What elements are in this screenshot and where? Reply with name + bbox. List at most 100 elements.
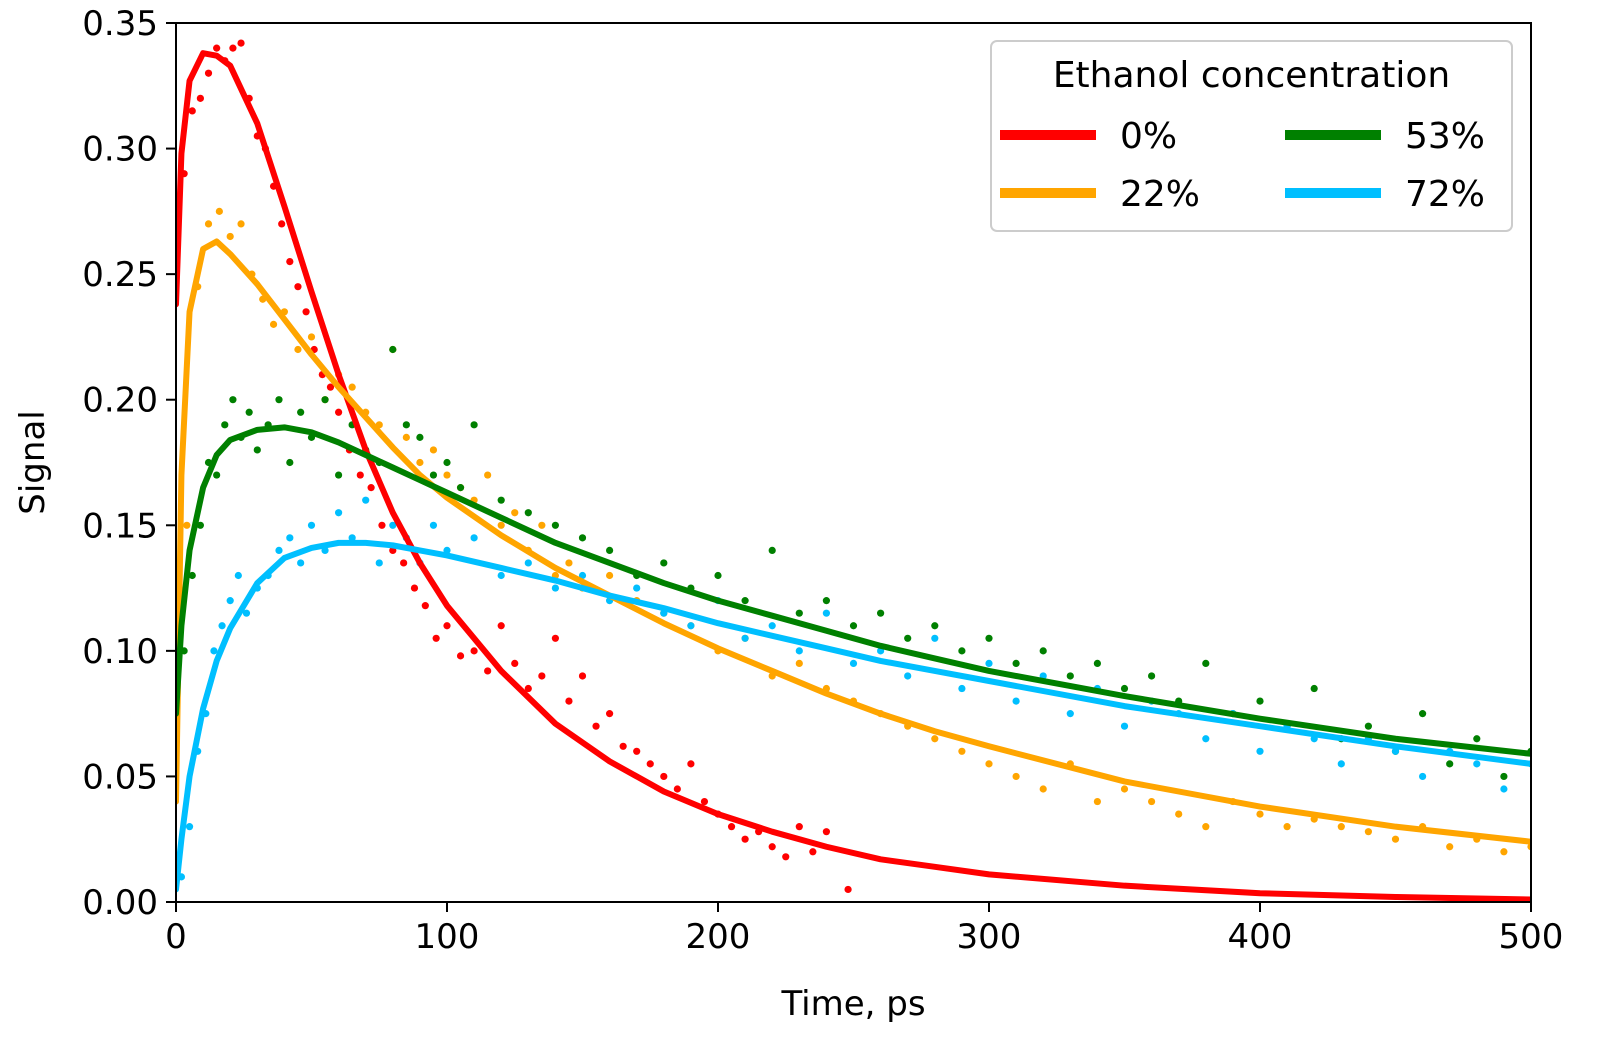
data-point [275, 396, 283, 404]
data-point [226, 597, 234, 605]
data-point [484, 471, 492, 479]
data-point [389, 521, 397, 529]
legend-entry: 53% [1285, 116, 1485, 157]
data-point [307, 333, 316, 341]
legend-entry: 0% [1000, 116, 1177, 157]
data-point [1202, 659, 1210, 668]
data-point [714, 571, 722, 580]
data-point [768, 622, 776, 630]
data-point [904, 672, 912, 680]
data-point [226, 232, 234, 241]
data-point [389, 345, 397, 354]
legend-entries: 0% 22% 53% 72% [1000, 116, 1485, 215]
x-tick-label: 200 [686, 917, 751, 957]
data-point [741, 835, 749, 843]
data-point [700, 797, 709, 806]
data-point [687, 760, 695, 768]
data-point [687, 622, 695, 630]
data-point [221, 421, 229, 429]
y-tick-label: 0.25 [82, 255, 158, 295]
x-axis-label: Time, ps [780, 984, 925, 1024]
data-point [646, 760, 654, 768]
data-point [606, 546, 614, 555]
axes-frame [175, 22, 1532, 903]
data-point [1202, 735, 1210, 743]
data-point [1337, 760, 1345, 768]
data-point [294, 283, 302, 291]
data-point [904, 634, 912, 642]
data-point [673, 785, 681, 793]
data-point [470, 647, 478, 655]
data-point [456, 484, 465, 492]
data-point [1120, 785, 1129, 793]
data-point [286, 458, 294, 467]
data-point [286, 257, 294, 266]
data-point [1093, 659, 1101, 668]
data-point [985, 634, 993, 642]
data-point [1012, 772, 1020, 781]
legend-title: Ethanol concentration [1053, 55, 1450, 96]
data-point [1500, 785, 1508, 793]
data-point [213, 44, 221, 52]
data-point [822, 828, 831, 836]
data-point [375, 559, 383, 567]
data-point [958, 684, 966, 693]
data-point [402, 421, 410, 429]
data-point [307, 521, 316, 529]
series-fit-line-1 [176, 238, 1531, 845]
data-point [1039, 647, 1047, 655]
data-point [958, 747, 966, 755]
data-point [326, 383, 335, 391]
data-point [592, 722, 600, 730]
data-point [421, 602, 429, 610]
y-axis-label: Signal [13, 410, 53, 514]
x-tick-label: 0 [165, 917, 187, 957]
data-point [275, 546, 283, 555]
series-fit-line-3 [176, 539, 1531, 893]
series-fit-line-0 [176, 50, 1531, 902]
data-point [432, 634, 440, 642]
data-point [229, 44, 237, 52]
data-point [985, 659, 993, 668]
data-point [229, 396, 237, 404]
data-point [524, 684, 532, 693]
data-point [378, 521, 386, 529]
data-point [196, 94, 204, 102]
x-tick-label: 300 [957, 917, 1022, 957]
data-point [822, 597, 831, 605]
data-point [402, 433, 410, 441]
data-point [497, 521, 505, 529]
data-point [348, 534, 356, 542]
data-point [204, 69, 213, 77]
data-point [188, 107, 196, 115]
data-point [1446, 760, 1454, 768]
data-point [215, 207, 223, 215]
data-point [484, 667, 492, 675]
data-point [524, 559, 532, 567]
data-point [416, 458, 424, 467]
data-point [183, 521, 191, 529]
data-point [269, 320, 278, 328]
data-point [1012, 697, 1020, 705]
data-point [410, 584, 419, 592]
data-point [234, 571, 242, 580]
data-point [356, 471, 364, 479]
y-tick-label: 0.10 [82, 632, 158, 672]
data-point [741, 634, 749, 642]
y-tick-label: 0.35 [82, 4, 158, 44]
data-point [822, 609, 831, 617]
data-point [958, 647, 966, 655]
data-point [1446, 843, 1454, 851]
data-point [429, 471, 438, 479]
data-point [335, 509, 343, 517]
data-point [931, 634, 939, 642]
data-point [551, 634, 560, 642]
data-point [606, 710, 614, 718]
data-point [1419, 710, 1427, 718]
data-point [1120, 722, 1129, 730]
legend-label: 72% [1405, 174, 1485, 215]
data-point [1473, 760, 1481, 768]
data-point [877, 609, 885, 617]
data-point [809, 848, 817, 856]
data-point [1148, 797, 1156, 806]
